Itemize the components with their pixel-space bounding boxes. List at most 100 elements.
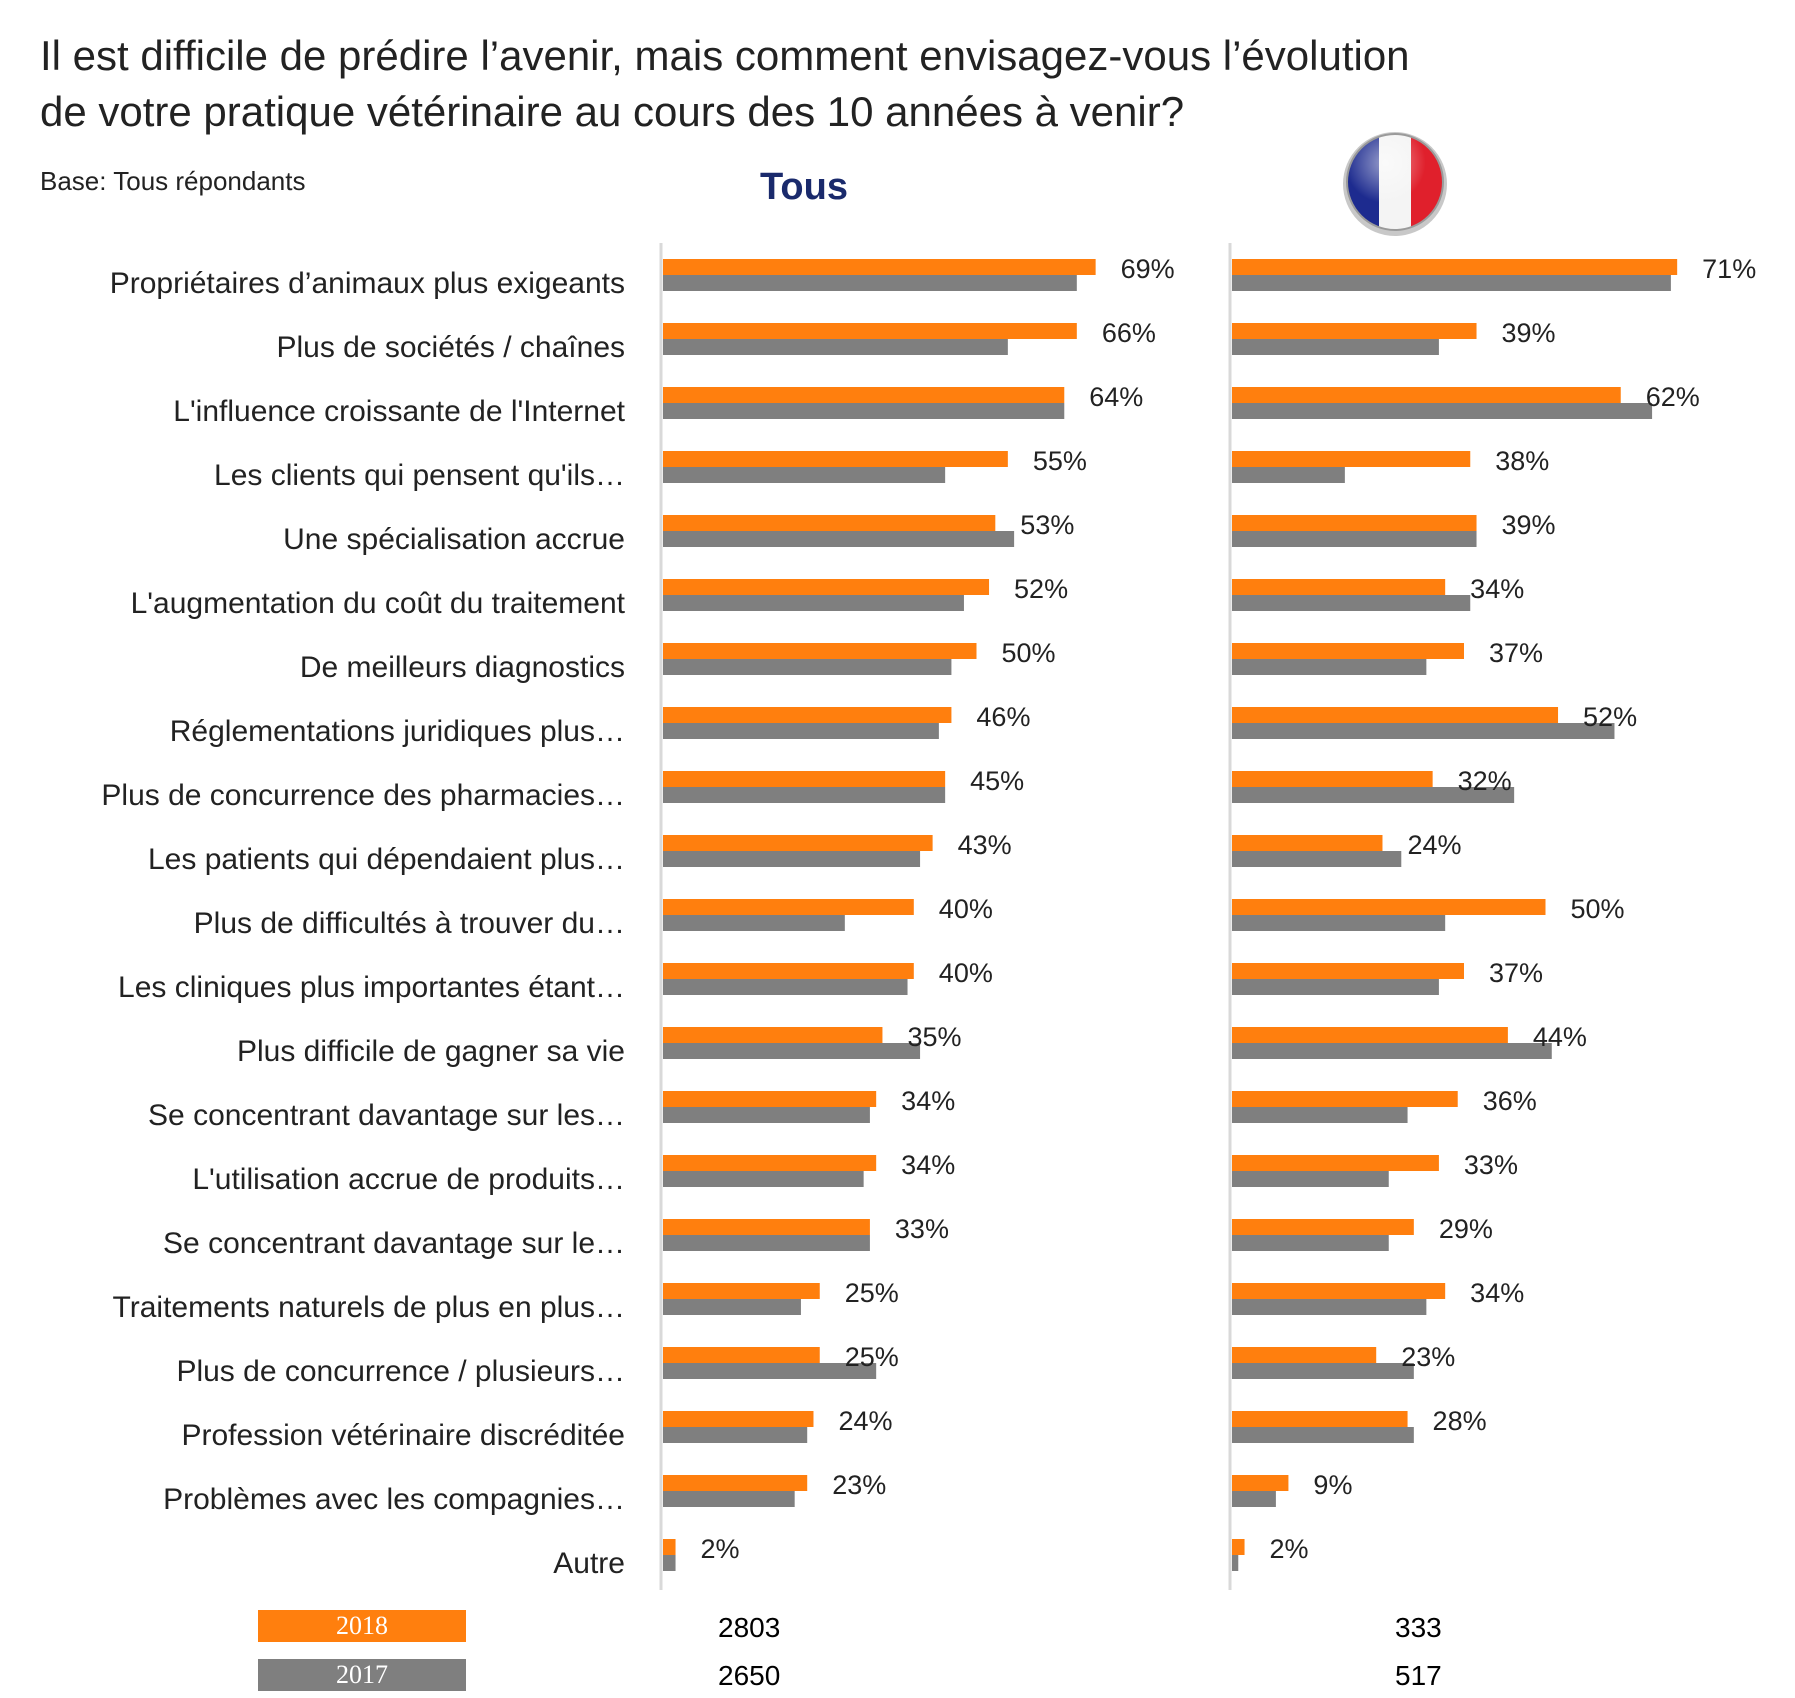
base-all-2018: 2803: [718, 1612, 781, 1643]
bar-2018: [1232, 643, 1464, 659]
data-label-2018: 66%: [1102, 318, 1156, 348]
bar-2017: [1232, 1299, 1427, 1315]
bar-2018: [663, 771, 946, 787]
category-label: L'augmentation du coût du traitement: [131, 587, 626, 620]
bar-2018: [1232, 451, 1471, 467]
category-label: Plus de difficultés à trouver du…: [194, 907, 625, 940]
data-label-2018: 34%: [1470, 574, 1524, 604]
data-label-2018: 34%: [901, 1086, 955, 1116]
bar-2018: [663, 1091, 877, 1107]
legend-2017: 2017: [258, 1659, 466, 1691]
france-flag-icon: [1343, 132, 1447, 236]
bar-2017: [663, 723, 939, 739]
bar-2018: [663, 1347, 820, 1363]
bar-2017: [663, 1299, 801, 1315]
data-label-2018: 45%: [970, 766, 1024, 796]
bar-2017: [1232, 275, 1671, 291]
data-label-2018: 40%: [939, 958, 993, 988]
bar-2017: [1232, 1043, 1552, 1059]
bar-2018: [663, 579, 990, 595]
bar-2017: [663, 275, 1077, 291]
legend-2018: 2018: [258, 1610, 466, 1642]
bar-2018: [1232, 771, 1433, 787]
category-label: Les clients qui pensent qu'ils…: [214, 459, 625, 492]
data-label-2018: 55%: [1033, 446, 1087, 476]
bar-2018: [1232, 1283, 1446, 1299]
data-label-2018: 28%: [1433, 1406, 1487, 1436]
data-label-2018: 50%: [1571, 894, 1625, 924]
bar-2017: [1232, 787, 1515, 803]
bar-2017: [1232, 1235, 1389, 1251]
bar-2017: [663, 1427, 808, 1443]
panel-title-all: Tous: [760, 166, 848, 208]
bar-2018: [663, 835, 933, 851]
bar-2017: [1232, 1555, 1239, 1571]
data-label-2018: 62%: [1646, 382, 1700, 412]
panel-all-bars: 69% 66% 64% 55% 53% 52% 50% 46% 45% 43% 40% 40% 35% 3…: [659, 243, 1175, 1590]
data-label-2018: 9%: [1313, 1470, 1352, 1500]
bar-2018: [663, 1027, 883, 1043]
bar-2018: [1232, 1539, 1245, 1555]
data-label-2018: 71%: [1702, 254, 1756, 284]
bar-2018: [1232, 1411, 1408, 1427]
category-label: Une spécialisation accrue: [283, 523, 625, 556]
data-label-2018: 2%: [1270, 1534, 1309, 1564]
bar-2017: [1232, 1491, 1276, 1507]
bar-2017: [663, 1235, 870, 1251]
bar-2017: [1232, 851, 1402, 867]
bar-2017: [663, 915, 845, 931]
bar-2017: [663, 979, 908, 995]
chart-title-line-1: Il est difficile de prédire l’avenir, ma…: [40, 32, 1410, 79]
bar-2018: [1232, 835, 1383, 851]
category-label: Plus de sociétés / chaînes: [276, 331, 625, 364]
bar-2018: [663, 899, 914, 915]
bar-2017: [663, 403, 1065, 419]
category-label: Profession vétérinaire discréditée: [181, 1419, 625, 1452]
bar-2017: [663, 1107, 870, 1123]
data-label-2018: 69%: [1121, 254, 1175, 284]
bar-2017: [663, 1363, 877, 1379]
bar-2018: [1232, 1475, 1289, 1491]
bar-2018: [1232, 899, 1546, 915]
data-label-2018: 39%: [1502, 510, 1556, 540]
bar-2017: [1232, 1171, 1389, 1187]
bar-2017: [663, 339, 1008, 355]
bar-2018: [1232, 515, 1477, 531]
bar-2017: [663, 1171, 864, 1187]
bar-2018: [663, 707, 952, 723]
bar-2017: [663, 1043, 921, 1059]
chart-title: Il est difficile de prédire l’avenir, ma…: [40, 28, 1410, 140]
data-label-2018: 25%: [845, 1278, 899, 1308]
category-label: De meilleurs diagnostics: [300, 651, 625, 684]
data-label-2018: 24%: [1407, 830, 1461, 860]
category-label: L'utilisation accrue de produits…: [192, 1163, 625, 1196]
bar-2018: [663, 1475, 808, 1491]
data-label-2018: 37%: [1489, 958, 1543, 988]
bar-2018: [663, 451, 1008, 467]
bar-2018: [663, 1411, 814, 1427]
category-label: Se concentrant davantage sur les…: [148, 1099, 625, 1132]
bar-2017: [1232, 531, 1477, 547]
data-label-2018: 44%: [1533, 1022, 1587, 1052]
category-label: Réglementations juridiques plus…: [170, 715, 625, 748]
base-france-2017: 517: [1395, 1660, 1442, 1691]
bar-2018: [663, 963, 914, 979]
bar-2018: [663, 1283, 820, 1299]
category-label: Plus difficile de gagner sa vie: [237, 1035, 625, 1068]
bar-2017: [663, 1555, 676, 1571]
bar-2017: [1232, 915, 1446, 931]
data-label-2018: 36%: [1483, 1086, 1537, 1116]
bar-2018: [663, 515, 996, 531]
bar-2018: [1232, 1027, 1508, 1043]
data-label-2018: 34%: [1470, 1278, 1524, 1308]
bar-2017: [663, 787, 946, 803]
category-label: Les patients qui dépendaient plus…: [148, 843, 625, 876]
category-label: L'influence croissante de l'Internet: [173, 395, 625, 428]
bar-2018: [1232, 707, 1559, 723]
bar-2018: [663, 259, 1096, 275]
data-label-2018: 2%: [701, 1534, 740, 1564]
category-label: Autre: [553, 1547, 625, 1580]
data-label-2018: 40%: [939, 894, 993, 924]
bar-2017: [1232, 723, 1615, 739]
